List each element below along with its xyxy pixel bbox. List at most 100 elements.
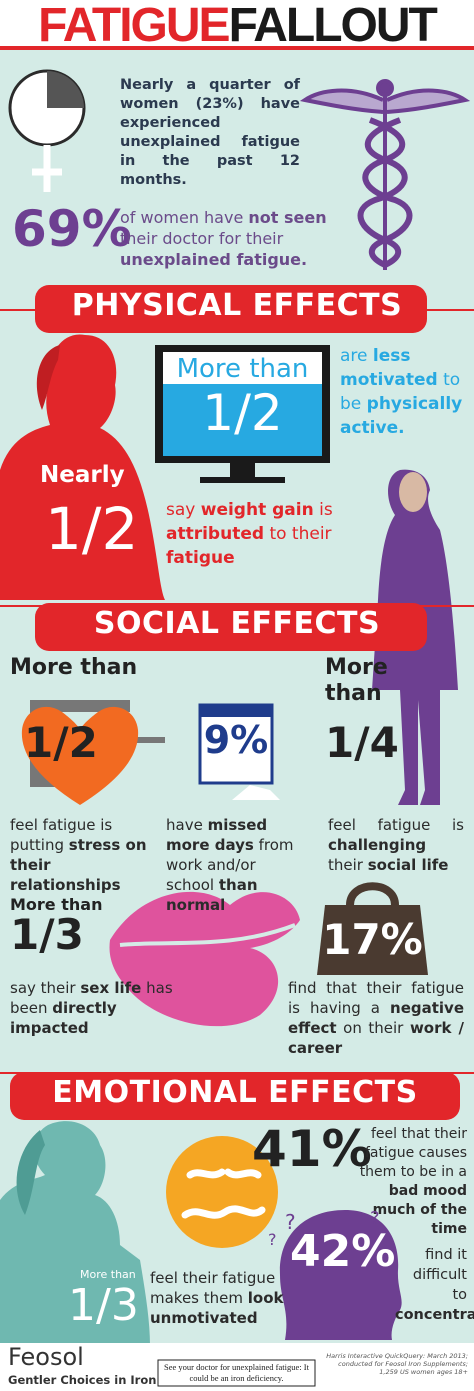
source: Harris Interactive QuickQuery: March 201…: [326, 1352, 468, 1376]
item-value: 1/3: [68, 1280, 139, 1331]
text-fragment: their doctor for their: [120, 229, 284, 248]
caduceus: [299, 79, 471, 270]
text-fragment: find that their fatigue is having a: [288, 979, 464, 1017]
text-fragment: concentrate: [395, 1307, 474, 1323]
item-lead: More than: [10, 895, 103, 914]
title: FATIGUEFALLOUT: [0, 0, 474, 53]
item-value: 9%: [203, 718, 269, 762]
text-fragment: on their: [336, 1019, 410, 1037]
text-fragment: weight gain: [200, 500, 314, 520]
torn-page: [232, 785, 280, 800]
item-value: 41%: [252, 1120, 372, 1178]
title-band: [0, 0, 474, 46]
text-fragment: has been: [10, 979, 173, 1017]
text-fragment: of women have: [120, 208, 249, 227]
text-fragment: bad mood much of the time: [372, 1183, 467, 1237]
section-heading: EMOTIONAL EFFECTS: [52, 1075, 418, 1110]
brand: Feosol: [8, 1343, 84, 1371]
item-text: feel fatigue is challenging their social…: [328, 815, 464, 875]
nearly-lead: Nearly: [40, 462, 125, 488]
footer: [0, 1343, 474, 1391]
mood-face: [166, 1136, 278, 1248]
text-fragment: to their: [264, 524, 332, 544]
monitor-lead: More than: [176, 354, 309, 384]
heart: [21, 706, 139, 805]
text-fragment: to be: [340, 370, 461, 414]
text-fragment: sex life: [80, 979, 142, 997]
item-text: feel fatigue is putting stress on their …: [10, 815, 150, 895]
monitor-neck: [230, 463, 255, 477]
text-fragment: negative effect: [288, 999, 464, 1037]
text-fragment: from work and/or school: [166, 836, 294, 894]
text-fragment: say: [166, 500, 201, 520]
item-value: 17%: [322, 915, 423, 964]
title-right: FALLOUT: [228, 0, 438, 52]
text-fragment: work / career: [288, 1019, 464, 1057]
pie-slice: [47, 71, 84, 108]
title-rule: [0, 46, 474, 50]
lips: [109, 891, 300, 1027]
woman-silhouette: [0, 334, 165, 600]
woman-silhouette: [0, 1121, 150, 1345]
item-text: find that their fatigue is having a nega…: [288, 978, 464, 1058]
title-left: FATIGUE: [38, 0, 230, 52]
calendar: [198, 703, 274, 785]
note-box: [157, 1359, 316, 1387]
head-silhouette: [279, 1210, 402, 1340]
section-heading: SOCIAL EFFECTS: [93, 606, 381, 641]
question-mark: ?: [285, 1210, 296, 1234]
text-fragment: unexplained fatigue.: [120, 250, 308, 269]
stat: 69%: [12, 200, 132, 258]
text-fragment: have: [166, 816, 208, 834]
screen-top: [163, 352, 322, 384]
item-lead: More than: [325, 655, 388, 706]
motivated-text: are less motivated to be physically acti…: [340, 344, 470, 440]
item-lead: More than: [10, 655, 138, 680]
mood-features: [181, 1168, 266, 1219]
item-text: say their sex life has been directly imp…: [10, 978, 190, 1038]
bag-handle: [346, 882, 399, 906]
nearly-value: 1/2: [45, 495, 139, 563]
question-mark: ?: [268, 1230, 277, 1249]
tagline: Gentler Choices in Iron: [8, 1373, 157, 1387]
face: [399, 472, 427, 512]
note: See your doctor for unexplained fatigue:…: [164, 1362, 309, 1383]
text-fragment: directly impacted: [10, 999, 117, 1037]
question-mark: ?: [370, 1208, 380, 1229]
text-fragment: feel their fatigue makes them: [150, 1269, 276, 1307]
text-fragment: say their: [10, 979, 81, 997]
weight-text: say weight gain is attributed to their f…: [166, 498, 371, 570]
item-value: 42%: [290, 1226, 396, 1277]
screen-bottom: [163, 384, 322, 456]
text-fragment: find it difficult to: [412, 1247, 467, 1303]
text-fragment: fatigue: [166, 548, 235, 568]
item-text: find it difficult to concentrate: [395, 1245, 474, 1325]
banner: [35, 603, 427, 651]
bag: [317, 905, 428, 975]
text-fragment: feel fatigue is: [328, 816, 464, 834]
text-fragment: not seen: [248, 208, 327, 227]
item-value: 1/4: [325, 718, 399, 767]
ponytail: [36, 345, 60, 410]
text-fragment: look unmotivated: [150, 1289, 284, 1327]
text-fragment: feel fatigue is putting: [10, 816, 113, 854]
doctor-text: of women have not seen their doctor for …: [120, 207, 360, 270]
text-fragment: attributed: [166, 524, 265, 544]
text-fragment: is: [313, 500, 333, 520]
item-text: feel that their fatigue causes them to b…: [345, 1125, 467, 1239]
item-value: 1/2: [24, 718, 98, 767]
lip-line: [119, 923, 296, 947]
monitor-value: 1/2: [202, 384, 283, 442]
ponytail: [16, 1130, 45, 1215]
text-fragment: missed more days: [166, 816, 268, 854]
text-fragment: physically active.: [340, 394, 463, 438]
text-fragment: are: [340, 346, 373, 366]
text-fragment: stress on their relationships: [10, 836, 147, 894]
banner: [35, 285, 427, 333]
text-fragment: feel that their fatigue causes them to b…: [359, 1126, 467, 1180]
item-lead: More than: [80, 1268, 136, 1281]
item-value: 1/3: [10, 910, 84, 959]
text-fragment: than normal: [166, 876, 258, 914]
